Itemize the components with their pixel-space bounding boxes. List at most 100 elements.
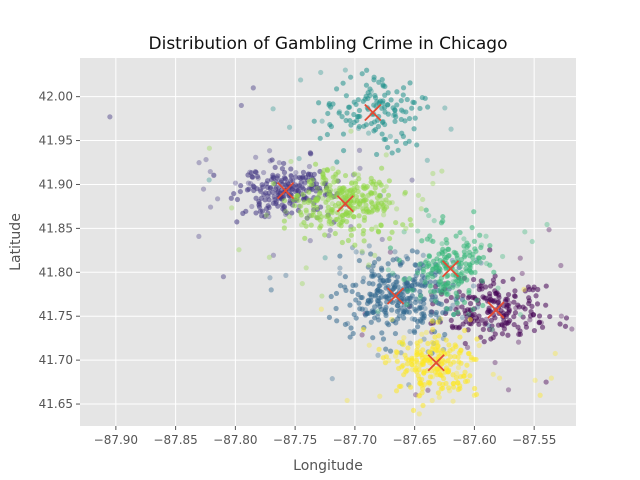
data-point xyxy=(307,150,313,156)
data-point xyxy=(339,114,345,120)
data-point xyxy=(236,247,242,253)
data-point xyxy=(401,315,407,321)
data-point xyxy=(309,181,315,188)
data-point xyxy=(293,169,299,176)
data-point xyxy=(298,77,304,83)
data-point xyxy=(355,125,362,132)
data-point xyxy=(425,340,431,347)
data-point xyxy=(456,264,462,271)
data-point xyxy=(288,158,294,165)
data-point xyxy=(510,276,516,282)
data-point xyxy=(419,351,425,358)
data-point xyxy=(337,190,343,196)
data-point xyxy=(333,188,339,194)
data-point xyxy=(419,94,425,101)
data-point xyxy=(430,326,436,333)
data-point xyxy=(383,346,389,352)
data-point xyxy=(303,223,309,229)
data-point xyxy=(435,390,441,396)
data-point xyxy=(376,79,382,85)
data-point xyxy=(415,228,421,234)
data-point xyxy=(519,270,525,277)
data-point xyxy=(381,136,387,142)
data-point xyxy=(266,197,272,203)
data-point xyxy=(511,293,518,299)
data-point xyxy=(356,107,363,114)
data-point xyxy=(411,126,417,132)
data-point xyxy=(458,360,464,366)
data-point xyxy=(442,105,448,111)
centroid-marker xyxy=(487,301,505,319)
data-point xyxy=(452,342,458,348)
data-point xyxy=(351,185,357,191)
data-point xyxy=(382,360,389,366)
data-point xyxy=(423,329,430,336)
data-point xyxy=(366,243,372,249)
x-tick-label: −87.60 xyxy=(452,433,496,447)
data-point xyxy=(107,114,113,120)
data-point xyxy=(455,380,461,386)
data-point xyxy=(505,291,512,298)
data-point xyxy=(460,373,467,379)
data-point xyxy=(302,235,308,241)
data-point xyxy=(353,297,359,303)
data-point xyxy=(479,317,485,323)
data-point xyxy=(487,262,493,268)
data-point xyxy=(378,265,385,271)
x-tick-label: −87.85 xyxy=(153,433,197,447)
data-point xyxy=(383,183,389,190)
data-point xyxy=(375,298,382,304)
data-point xyxy=(281,218,287,224)
data-point xyxy=(231,191,237,197)
data-point xyxy=(353,315,359,321)
data-point xyxy=(402,189,408,196)
data-point xyxy=(531,327,538,334)
data-point xyxy=(252,169,259,175)
data-point xyxy=(399,364,405,370)
data-point xyxy=(440,385,446,391)
data-point xyxy=(310,212,316,218)
data-point xyxy=(478,260,484,266)
data-point xyxy=(250,85,256,91)
data-point xyxy=(445,253,451,259)
data-point xyxy=(383,310,389,316)
data-point xyxy=(240,210,246,216)
data-point xyxy=(305,172,312,178)
data-point xyxy=(400,222,406,228)
data-point xyxy=(492,359,498,366)
data-point xyxy=(516,331,522,337)
data-point xyxy=(271,194,277,200)
data-point xyxy=(266,190,272,196)
data-point xyxy=(441,375,447,382)
data-point xyxy=(381,280,387,286)
data-point xyxy=(334,318,340,324)
y-tick-label: 41.80 xyxy=(39,265,73,279)
data-point xyxy=(359,250,365,256)
data-point xyxy=(431,289,438,295)
data-point xyxy=(298,203,304,209)
data-point xyxy=(401,191,408,197)
data-point xyxy=(520,304,526,310)
data-point xyxy=(298,212,304,218)
data-point xyxy=(563,315,570,321)
data-point xyxy=(363,202,369,208)
data-point xyxy=(346,104,353,110)
data-point xyxy=(477,232,483,238)
data-point xyxy=(290,178,296,184)
data-point xyxy=(481,295,487,301)
data-point xyxy=(415,192,422,198)
data-point xyxy=(287,200,293,206)
data-point xyxy=(292,203,298,209)
data-point xyxy=(470,251,476,257)
data-point xyxy=(361,238,367,244)
data-point xyxy=(278,187,285,193)
data-point xyxy=(426,381,432,387)
data-point xyxy=(411,99,417,106)
data-point xyxy=(539,324,546,330)
data-point xyxy=(245,180,252,186)
data-point xyxy=(380,355,386,361)
data-point xyxy=(345,320,351,327)
data-point xyxy=(444,291,450,297)
data-point xyxy=(276,160,282,166)
data-point xyxy=(340,185,346,191)
